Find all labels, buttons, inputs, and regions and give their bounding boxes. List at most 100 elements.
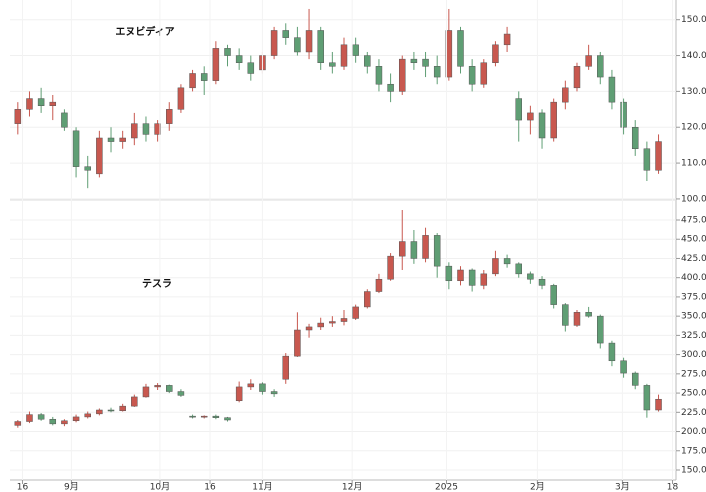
candle-body <box>655 141 662 171</box>
x-tick-label: 16 <box>204 483 216 492</box>
x-tick-label: 9月 <box>64 482 79 492</box>
candle-body <box>26 414 33 422</box>
candle-body <box>597 55 604 78</box>
candle-body <box>550 285 557 305</box>
candle-body <box>270 391 278 395</box>
candle-body <box>177 391 185 396</box>
candle-body <box>294 37 301 53</box>
candle-body <box>235 386 243 402</box>
candle-body <box>643 385 651 411</box>
candle-body <box>212 415 220 418</box>
candle-body <box>620 101 627 128</box>
candle-body <box>375 66 383 85</box>
candle-body <box>212 48 220 81</box>
y-tick-label: 300.00 <box>681 350 706 360</box>
candle-body <box>480 273 488 286</box>
candle-body <box>235 55 243 63</box>
candle-body <box>270 30 278 56</box>
candle-body <box>224 48 231 56</box>
candle-body <box>119 405 126 412</box>
x-tick-label: 2月 <box>530 482 545 492</box>
candle-body <box>107 137 115 142</box>
candle-body <box>550 101 557 139</box>
y-tick-label: 140.00 <box>681 51 706 61</box>
y-tick-label: 175.00 <box>681 446 706 456</box>
candle-body <box>96 137 103 175</box>
y-tick-label: 325.00 <box>681 331 706 341</box>
candle-body <box>329 321 336 324</box>
candle-body <box>340 44 348 67</box>
candle-body <box>433 235 441 267</box>
candle-body <box>457 269 464 282</box>
y-tick-label: 400.00 <box>681 273 706 283</box>
candle-body <box>643 148 651 171</box>
candle-body <box>14 421 22 426</box>
candle-body <box>608 342 616 362</box>
candle-body <box>37 414 45 420</box>
candle-body <box>457 30 464 67</box>
candle-body <box>515 98 522 121</box>
chart-title: テスラ <box>142 278 172 290</box>
y-tick-label: 425.00 <box>681 254 706 264</box>
candle-body <box>562 87 569 103</box>
candle-body <box>410 241 418 259</box>
candle-body <box>317 30 324 63</box>
candle-body <box>433 66 441 78</box>
candle-body <box>364 55 371 67</box>
x-tick-label: 18 <box>667 483 679 492</box>
candle-body <box>259 383 266 392</box>
x-tick-label: 11月 <box>252 482 272 492</box>
candle-body <box>515 263 522 275</box>
candle-body <box>154 123 161 135</box>
x-tick-label: 2025 <box>435 483 458 492</box>
candle-body <box>398 58 406 92</box>
y-tick-label: 475.00 <box>681 216 706 226</box>
y-tick-label: 275.00 <box>681 369 706 379</box>
candle-body <box>282 355 290 380</box>
y-tick-label: 120.00 <box>681 123 706 133</box>
candle-body <box>527 273 534 280</box>
candle-body <box>422 58 429 67</box>
y-tick-label: 350.00 <box>681 312 706 322</box>
candle-body <box>200 415 208 418</box>
candle-body <box>329 62 336 67</box>
candle-body <box>200 73 208 81</box>
candle-body <box>317 322 324 328</box>
candle-body <box>189 415 196 418</box>
candle-body <box>620 360 627 374</box>
candle-body <box>166 385 173 392</box>
candle-body <box>224 417 231 421</box>
candle-body <box>655 398 662 411</box>
x-tick-label: 12月 <box>342 482 362 492</box>
candle-body <box>585 55 592 67</box>
candle-body <box>480 62 488 85</box>
candle-body <box>631 126 639 149</box>
candle-body <box>49 418 57 425</box>
candle-body <box>422 235 429 259</box>
x-tick-label: 3月 <box>615 482 630 492</box>
candle-body <box>26 98 33 110</box>
candle-body <box>282 30 290 38</box>
candle-body <box>247 383 255 388</box>
candle-body <box>468 66 476 85</box>
candle-body <box>527 112 534 121</box>
y-tick-label: 150.00 <box>681 15 706 25</box>
candle-body <box>61 112 68 128</box>
candle-body <box>61 420 68 425</box>
y-tick-label: 375.00 <box>681 292 706 302</box>
y-tick-label: 250.00 <box>681 389 706 399</box>
chart-title: エヌビディア <box>115 25 174 38</box>
candle-body <box>305 326 313 331</box>
candle-body <box>72 130 80 167</box>
candle-body <box>142 123 150 135</box>
candle-body <box>189 73 196 89</box>
y-tick-label: 200.00 <box>681 427 706 437</box>
candle-body <box>492 44 499 63</box>
candle-body <box>445 265 453 282</box>
x-tick-label: 16 <box>17 483 29 492</box>
candle-body <box>247 62 255 74</box>
candle-body <box>445 30 453 78</box>
candle-body <box>37 98 45 106</box>
